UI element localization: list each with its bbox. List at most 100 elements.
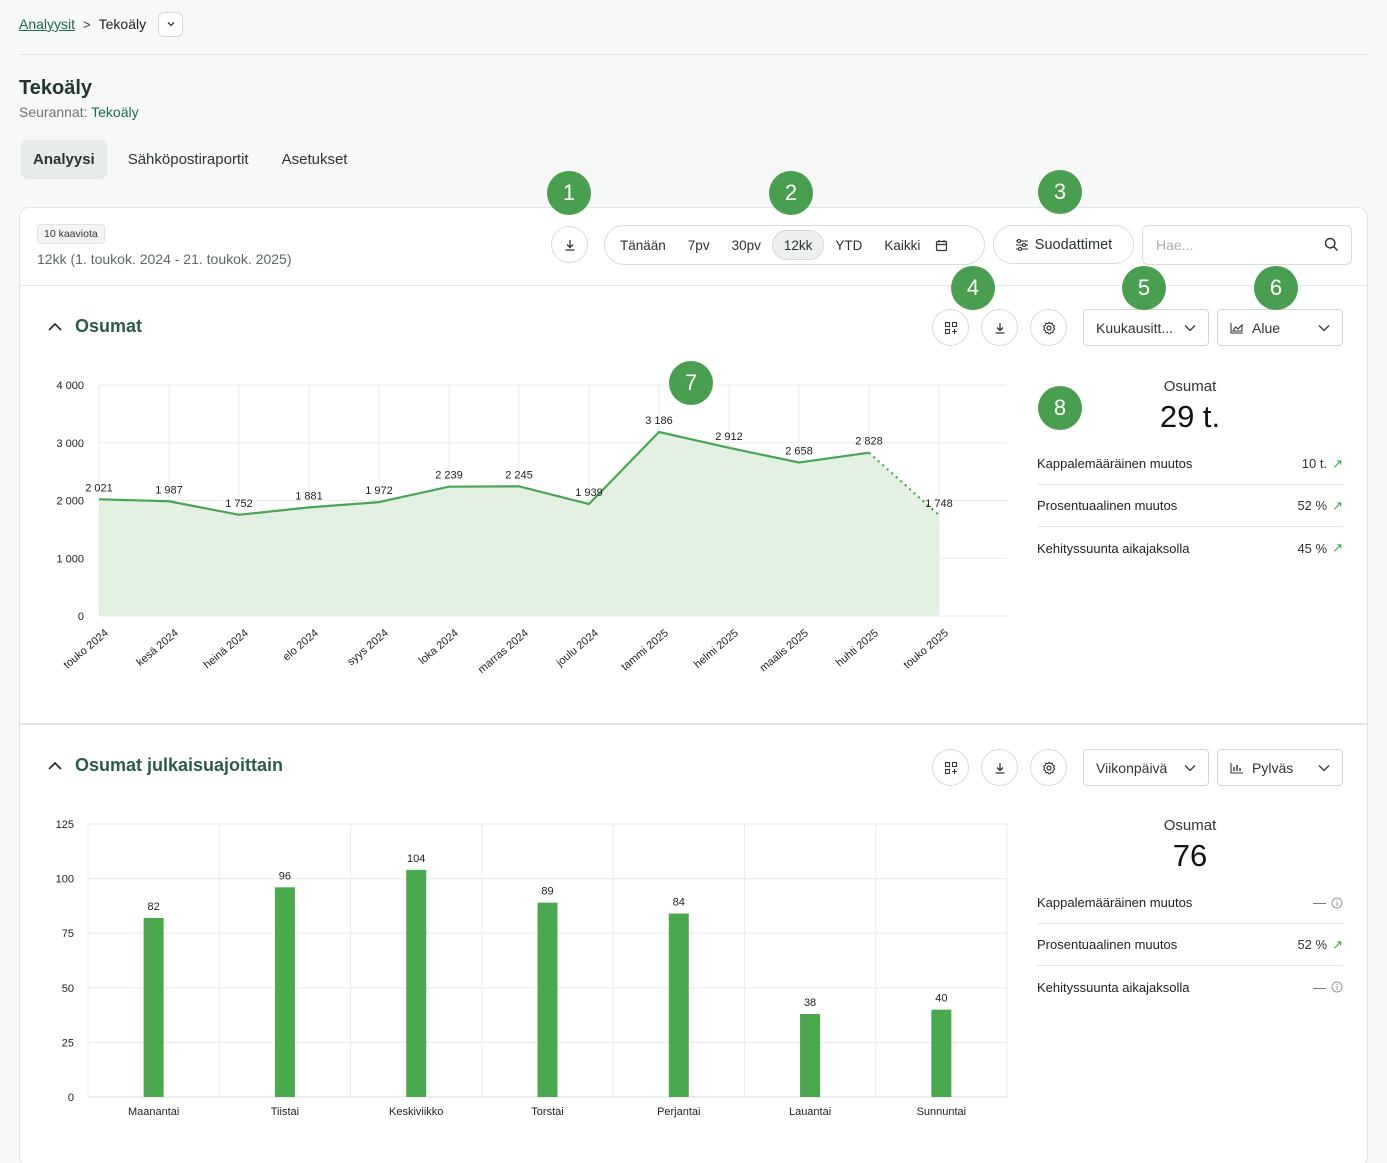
data-label: 82 — [148, 901, 160, 913]
add-widget-button[interactable] — [932, 749, 969, 786]
x-tick-label: joulu 2024 — [554, 627, 601, 669]
y-tick-label: 75 — [62, 928, 74, 940]
date-range-text: 12kk (1. toukok. 2024 - 21. toukok. 2025… — [37, 251, 292, 267]
download-icon — [995, 762, 1004, 774]
search-icon[interactable] — [1324, 237, 1339, 252]
interval-dropdown[interactable]: Viikonpäivä — [1083, 749, 1209, 786]
chevron-down-icon — [1184, 764, 1196, 771]
subtitle-link[interactable]: Tekoäly — [91, 104, 139, 120]
section-osumat-header[interactable]: Osumat — [47, 316, 142, 337]
data-label: 1 939 — [575, 487, 603, 499]
page-subtitle: Seurannat: Tekoäly — [19, 104, 139, 120]
annotation-badge-7: 7 — [669, 361, 713, 405]
chart-type-value: Alue — [1252, 319, 1281, 336]
chevron-up-icon — [48, 761, 62, 770]
search-box — [1142, 225, 1352, 265]
x-tick-label: Tiistai — [271, 1106, 299, 1118]
filters-button[interactable]: Suodattimet — [993, 225, 1134, 264]
x-tick-label: loka 2024 — [417, 627, 461, 667]
tab-email-reports[interactable]: Sähköpostiraportit — [127, 151, 249, 168]
area-chart-icon — [1230, 322, 1243, 334]
data-label: 96 — [279, 870, 291, 882]
x-tick-label: touko 2024 — [62, 627, 111, 671]
osumat-julkaisu-bar-chart: 0 25 50 75 100 125 82 Maanantai 96 Tiistai 104 Kesk… — [56, 819, 1008, 1118]
download-icon — [565, 239, 574, 251]
date-option-12m[interactable]: 12kk — [771, 230, 825, 260]
tab-settings[interactable]: Asetukset — [281, 151, 348, 168]
toolbar-divider — [20, 285, 1367, 286]
breadcrumb-current: Tekoäly — [98, 16, 147, 32]
x-tick-label: heinä 2024 — [202, 627, 251, 671]
section-osumat-title: Osumat — [75, 316, 143, 336]
interval-dropdown[interactable]: Kuukausitt... — [1083, 309, 1209, 346]
info-icon[interactable] — [1331, 897, 1343, 909]
annotation-badge-6: 6 — [1254, 266, 1298, 310]
sliders-icon — [1015, 238, 1028, 251]
date-option-today[interactable]: Tänään — [620, 237, 666, 253]
area-fill — [99, 432, 939, 616]
gear-icon — [1042, 321, 1055, 334]
date-option-7d[interactable]: 7pv — [687, 237, 710, 253]
add-widget-button[interactable] — [932, 309, 969, 346]
osumat-area-chart: 0 1 000 2 000 3 000 4 000 2 021 1 987 1 752 1 88… — [56, 380, 1007, 676]
download-chart-button[interactable] — [981, 749, 1018, 786]
chart-type-dropdown[interactable]: Pylväs — [1217, 749, 1343, 786]
y-tick-label: 3 000 — [56, 438, 84, 450]
summary-value: 29 t. — [1159, 399, 1221, 434]
annotation-badge-1: 1 — [547, 171, 591, 215]
x-tick-label: tammi 2025 — [619, 627, 671, 673]
data-label: 84 — [673, 897, 685, 909]
bar — [406, 869, 427, 1097]
export-all-button[interactable] — [551, 226, 588, 263]
bar — [668, 913, 689, 1097]
calendar-icon[interactable] — [935, 239, 948, 252]
tab-analyysi[interactable]: Analyysi — [21, 140, 107, 179]
bar — [274, 887, 295, 1097]
section-osumat-julkaisu-header[interactable]: Osumat julkaisuajoittain — [47, 755, 283, 776]
chevron-down-icon — [1184, 324, 1196, 331]
summary-row-value: 52 % — [1297, 937, 1328, 952]
summary-row-label: Kehityssuunta aikajaksolla — [1037, 979, 1190, 995]
date-option-ytd[interactable]: YTD — [835, 237, 863, 253]
x-tick-label: helmi 2025 — [692, 627, 741, 671]
chart-settings-button[interactable] — [1030, 309, 1067, 346]
data-label: 2 912 — [715, 431, 743, 443]
chart-type-dropdown[interactable]: Alue — [1217, 309, 1343, 346]
summary-row-label: Kappalemääräinen muutos — [1037, 895, 1193, 910]
data-label: 1 987 — [155, 484, 183, 496]
date-option-all[interactable]: Kaikki — [884, 237, 921, 253]
y-tick-label: 50 — [62, 983, 74, 995]
breadcrumb-parent-link[interactable]: Analyysit — [19, 16, 76, 32]
interval-value: Viikonpäivä — [1096, 759, 1168, 776]
data-label: 2 021 — [85, 482, 113, 494]
bar — [800, 1014, 821, 1097]
x-tick-label: elo 2024 — [281, 627, 321, 663]
chart-settings-button[interactable] — [1030, 749, 1067, 786]
date-option-30d[interactable]: 30pv — [731, 237, 761, 253]
analysis-panel: 10 kaaviota 12kk (1. toukok. 2024 - 21. … — [19, 207, 1368, 1163]
x-tick-label: Lauantai — [789, 1106, 831, 1118]
chevron-down-icon — [1318, 324, 1330, 331]
data-label: 1 972 — [365, 485, 393, 497]
x-tick-label: huhti 2025 — [834, 627, 881, 669]
subtitle-prefix: Seurannat: — [19, 104, 88, 120]
x-tick-label: Perjantai — [657, 1106, 700, 1118]
summary-row-value: — — [1313, 895, 1326, 910]
date-range-selector: Tänään 7pv 30pv 12kk YTD Kaikki — [604, 225, 985, 265]
info-icon[interactable] — [1331, 981, 1343, 993]
x-tick-label: kesä 2024 — [134, 627, 181, 669]
search-input[interactable] — [1144, 227, 1314, 263]
y-tick-label: 100 — [56, 874, 74, 886]
summary-title: Osumat — [1163, 817, 1217, 834]
summary-row-label: Prosentuaalinen muutos — [1037, 937, 1178, 952]
series-line — [98, 430, 870, 516]
summary-row-label: Kappalemääräinen muutos — [1037, 456, 1193, 471]
tab-bar: Analyysi Sähköpostiraportit Asetukset — [21, 140, 368, 179]
breadcrumb-dropdown-button[interactable] — [158, 11, 184, 37]
annotation-badge-2: 2 — [769, 171, 813, 215]
data-label: 2 239 — [435, 470, 463, 482]
download-chart-button[interactable] — [981, 309, 1018, 346]
y-tick-label: 4 000 — [56, 380, 84, 392]
arrow-up-right-icon: ↗ — [1332, 936, 1343, 952]
section-osumat-julkaisu-title: Osumat julkaisuajoittain — [75, 755, 284, 775]
